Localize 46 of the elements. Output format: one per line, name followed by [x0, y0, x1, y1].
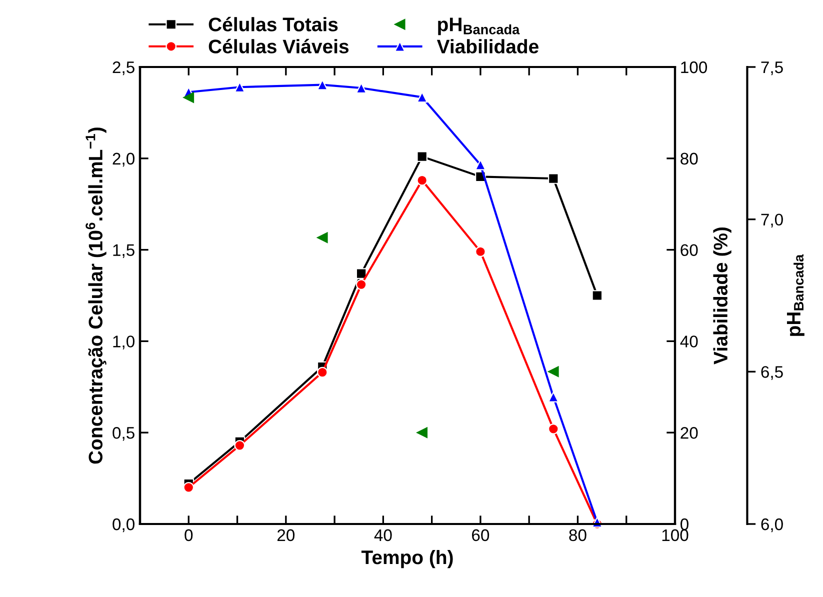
legend-label: Células Totais: [208, 16, 338, 32]
y2-tick-label: 40: [680, 336, 698, 348]
point: [548, 424, 559, 434]
y3-tick-label: 6,5: [761, 366, 783, 380]
y-tick-label: 0,5: [112, 427, 134, 441]
y2-tick-label: 20: [680, 427, 698, 439]
y2-tick-label: 60: [680, 244, 698, 256]
legend-label: Viabilidade: [436, 39, 538, 54]
y2-tick-label: 0: [680, 518, 688, 530]
x-tick-label: 60: [472, 529, 490, 542]
point: [416, 151, 428, 162]
point: [356, 268, 367, 279]
point: [416, 174, 428, 186]
x-tick-label: 100: [662, 529, 688, 542]
point: [548, 366, 559, 378]
x-axis-title: Tempo (h): [361, 550, 453, 568]
y-tick-label: 0,0: [112, 518, 134, 532]
y3-tick-label: 6,0: [761, 518, 783, 532]
point: [416, 427, 428, 438]
y2-tick-label: 100: [681, 61, 708, 74]
y3-tick-label: 7,0: [761, 214, 783, 228]
point: [316, 232, 328, 244]
x-tick-label: 20: [277, 529, 295, 542]
point: [183, 92, 194, 103]
y-tick-label: 2,5: [112, 61, 134, 76]
y3-tick-label: 7,5: [761, 62, 783, 76]
legend-label: pH$_{Bancada}$: [438, 18, 520, 36]
legend-label: Células Viáveis: [208, 38, 349, 54]
point: [356, 82, 367, 94]
point: [475, 246, 486, 258]
point: [356, 279, 367, 290]
point: [592, 290, 603, 301]
point: [548, 173, 559, 184]
y-tick-label: 1,5: [113, 244, 134, 258]
y2-axis-title: Viabilidade (%): [713, 227, 732, 364]
y-axis-title: Concentração Celular (10$^{6}$.cell.mL$^{−1}$): [86, 128, 106, 464]
y-tick-label: 1,0: [113, 336, 134, 350]
point: [183, 482, 194, 493]
x-tick-label: 40: [374, 529, 392, 542]
x-tick-label: 80: [569, 529, 586, 542]
y3-axis-title: pH$_{Bancada}$: [786, 254, 804, 336]
point: [234, 440, 246, 451]
y2-tick-label: 80: [680, 152, 698, 165]
y-tick-label: 2,0: [112, 152, 134, 167]
point: [316, 366, 328, 378]
x-tick-label: 0: [184, 529, 193, 542]
